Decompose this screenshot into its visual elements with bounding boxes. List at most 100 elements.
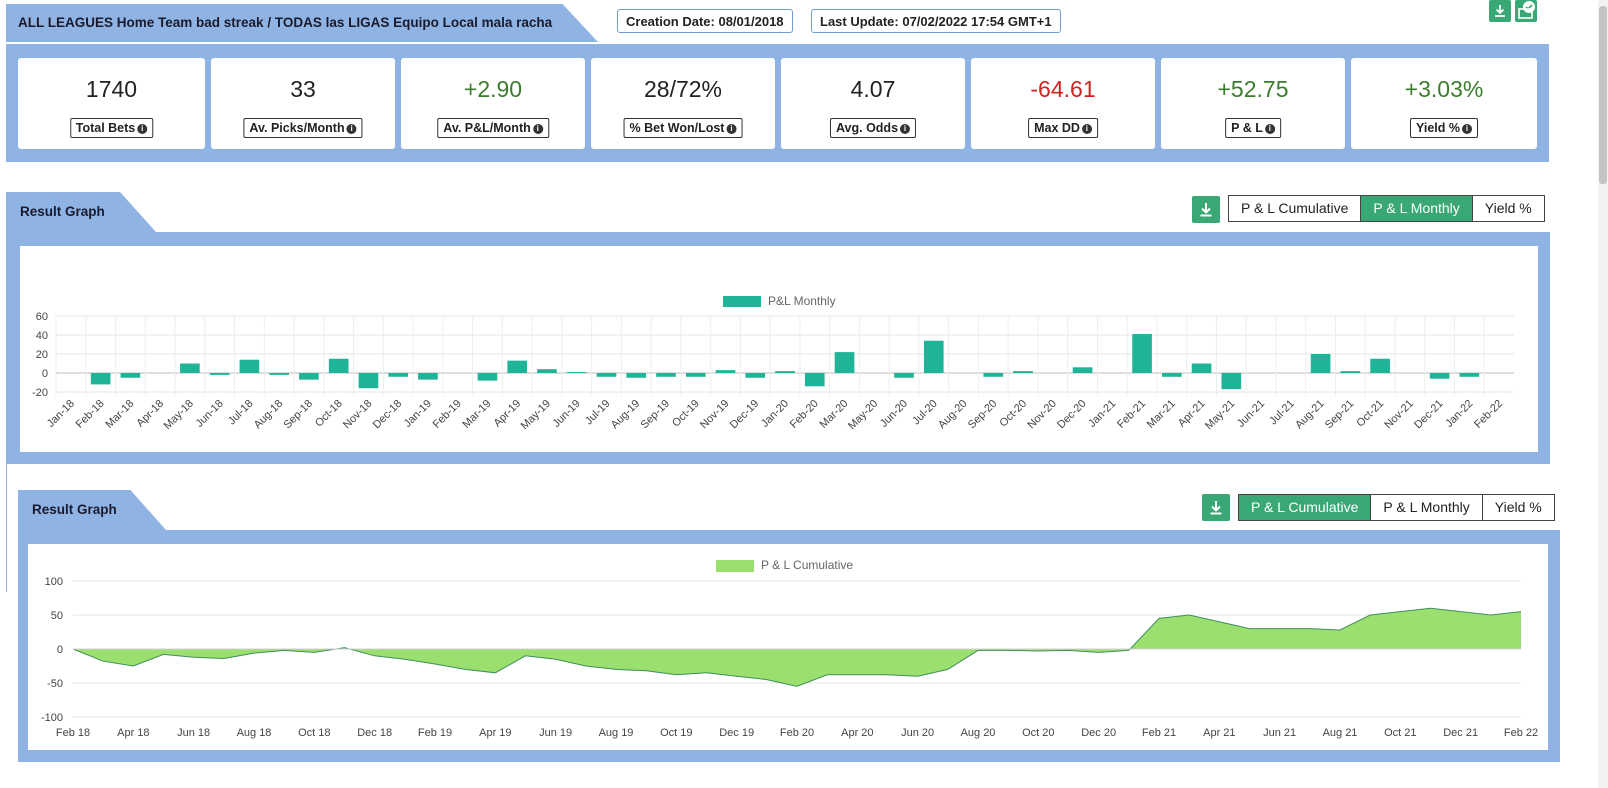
legend-swatch — [716, 560, 754, 572]
bar-mark — [745, 373, 766, 378]
stat-label[interactable]: Avg. Odds i — [829, 118, 917, 138]
stat-label[interactable]: Av. P&L/Month i — [437, 118, 549, 138]
x-tick-label: Feb-18 — [74, 398, 107, 431]
bar-mark — [656, 373, 676, 377]
graph2-tab-p-l-cumulative[interactable]: P & L Cumulative — [1239, 495, 1371, 520]
bar-mark — [209, 373, 230, 375]
bar-mark — [418, 373, 438, 380]
info-icon[interactable]: i — [726, 124, 737, 134]
report-title-tab: ALL LEAGUES Home Team bad streak / TODAS… — [6, 4, 598, 42]
info-icon[interactable]: i — [137, 124, 148, 134]
x-tick-label: Jun-20 — [878, 398, 910, 430]
y-tick-label: 0 — [42, 368, 48, 380]
x-tick-label: Jun-21 — [1235, 398, 1267, 430]
pl-cumulative-area-chart: 100 50 0 -50 -100 Feb 18 Apr 18 Jun 18 Aug 18 Oct… — [41, 558, 1538, 739]
x-tick-label: Apr 19 — [479, 727, 511, 739]
legend-swatch — [723, 296, 761, 307]
stat-label-text: Total Bets — [75, 121, 136, 135]
download-icon — [1200, 203, 1212, 217]
info-icon[interactable]: i — [346, 124, 357, 134]
stat-label[interactable]: Yield % i — [1410, 118, 1478, 138]
bar-mark — [1459, 373, 1480, 377]
chart-panel-2: 100 50 0 -50 -100 Feb 18 Apr 18 Jun 18 Aug 18 Oct… — [18, 530, 1560, 762]
stat-label[interactable]: Av. Picks/Month i — [243, 118, 363, 138]
x-tick-label: Oct 18 — [298, 727, 330, 739]
x-tick-label: Oct-21 — [1354, 398, 1386, 430]
x-tick-label: Dec 21 — [1443, 727, 1478, 739]
x-tick-label: Jun-18 — [194, 398, 226, 430]
page-scrollbar[interactable] — [1598, 0, 1608, 788]
info-icon[interactable]: i — [1081, 124, 1092, 134]
stat-value: +2.90 — [463, 76, 523, 102]
bar-mark — [537, 369, 557, 373]
graph1-tab-yield[interactable]: Yield % — [1471, 196, 1544, 221]
x-tick-label: Sep-18 — [281, 398, 315, 432]
graph2-tab-yield[interactable]: Yield % — [1481, 495, 1554, 520]
download-graph-button-2[interactable] — [1202, 494, 1230, 521]
x-tick-label: Dec-21 — [1412, 398, 1446, 432]
x-tick-label: Aug-19 — [609, 398, 643, 432]
bar-mark — [1072, 367, 1093, 373]
x-tick-label: Jan-21 — [1086, 398, 1118, 430]
area-fill — [73, 608, 1521, 687]
y-tick-label: 20 — [36, 349, 48, 361]
x-tick-label: Feb 18 — [56, 727, 90, 739]
x-tick-label: Dec 19 — [719, 727, 754, 739]
x-tick-label: Jun 19 — [539, 727, 572, 739]
bar-mark — [477, 373, 498, 381]
bar-mark — [120, 373, 141, 378]
result-graph-tab-2: Result Graph — [18, 490, 166, 530]
bar-mark — [804, 373, 825, 387]
cumulative-chart-card: 100 50 0 -50 -100 Feb 18 Apr 18 Jun 18 Aug 18 Oct… — [28, 544, 1548, 750]
chart-panel-1: 60 40 20 0 -20 Jan-18 Feb-18 Mar-18 Apr-18 May-18… — [6, 232, 1550, 464]
x-tick-label: Feb-21 — [1115, 398, 1148, 431]
info-icon[interactable]: i — [900, 124, 911, 134]
x-tick-label: Sep-19 — [639, 398, 673, 432]
legend-label: P&L Monthly — [768, 294, 836, 308]
bar-mark — [239, 359, 260, 373]
stat-value: +52.75 — [1217, 76, 1289, 102]
stat-card: 1740 Total Bets i — [18, 58, 205, 149]
download-graph-button-1[interactable] — [1192, 196, 1220, 223]
stat-label[interactable]: Max DD i — [1028, 118, 1098, 138]
result-graph-title-2: Result Graph — [32, 502, 117, 517]
info-icon[interactable]: i — [1462, 124, 1472, 134]
graph1-tab-p-l-monthly[interactable]: P & L Monthly — [1360, 196, 1472, 221]
bar-mark — [507, 360, 528, 373]
graph-2-view-toggle[interactable]: P & L Cumulative P & L Monthly Yield % — [1238, 494, 1555, 521]
bar-mark — [626, 373, 647, 378]
stat-label[interactable]: Total Bets i — [69, 118, 154, 138]
bar-mark — [715, 370, 736, 373]
creation-date-badge: Creation Date: 08/01/2018 — [617, 9, 793, 33]
graph1-tab-p-l-cumulative[interactable]: P & L Cumulative — [1241, 200, 1349, 216]
y-tick-label: -100 — [41, 712, 63, 724]
stat-card: +2.90 Av. P&L/Month i — [401, 58, 585, 149]
info-icon[interactable]: i — [532, 124, 543, 134]
stat-label-text: Yield % — [1416, 121, 1460, 135]
x-tick-label: Jan-19 — [402, 398, 434, 430]
info-icon[interactable]: i — [1264, 124, 1275, 134]
x-tick-label: Feb 22 — [1504, 727, 1538, 739]
graph2-tab-p-l-monthly[interactable]: P & L Monthly — [1370, 495, 1481, 520]
x-tick-label: Oct-20 — [997, 398, 1029, 430]
check-icon — [1518, 1, 1535, 19]
bar-mark — [269, 373, 289, 375]
bar-mark — [1370, 358, 1390, 373]
bar-mark — [775, 371, 795, 373]
download-report-button[interactable] — [1489, 0, 1511, 22]
follow-button[interactable] — [1515, 0, 1537, 22]
x-tick-label: Feb 20 — [780, 727, 814, 739]
stat-label[interactable]: % Bet Won/Lost i — [623, 118, 743, 138]
stat-label-text: % Bet Won/Lost — [629, 121, 725, 135]
x-tick-label: Aug 18 — [237, 727, 272, 739]
x-tick-label: Jun-19 — [551, 398, 583, 430]
x-tick-label: Oct-19 — [670, 398, 702, 430]
bar-mark — [1310, 354, 1331, 373]
y-tick-label: 50 — [51, 610, 63, 622]
scrollbar-thumb[interactable] — [1599, 6, 1607, 184]
bar-mark — [1161, 373, 1182, 377]
stat-value: 1740 — [85, 76, 138, 102]
graph-1-view-toggle[interactable]: P & L Cumulative P & L Monthly Yield % — [1228, 195, 1545, 222]
x-tick-label: Jan-18 — [45, 398, 77, 430]
